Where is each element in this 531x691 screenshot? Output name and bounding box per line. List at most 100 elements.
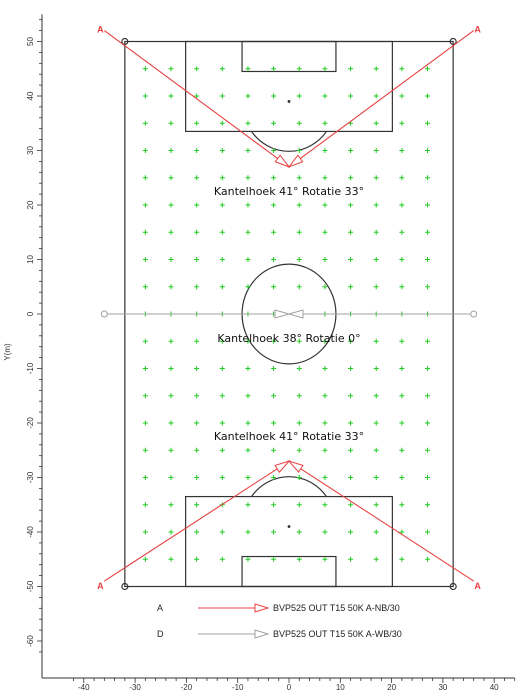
- grid-point: [168, 284, 174, 290]
- x-tick-label: -10: [232, 683, 244, 691]
- grid-point: [399, 202, 405, 208]
- grid-point: [219, 529, 225, 535]
- grid-point: [168, 420, 174, 426]
- grid-point: [373, 66, 379, 72]
- grid-point: [271, 338, 277, 344]
- grid-point: [322, 393, 328, 399]
- grid-point: [142, 229, 148, 235]
- x-tick-label: 10: [336, 683, 345, 691]
- grid-point: [322, 338, 328, 344]
- grid-point: [373, 420, 379, 426]
- penalty-arc-bottom: [250, 476, 328, 497]
- grid-point: [296, 366, 302, 371]
- grid-point: [194, 447, 200, 453]
- grid-point: [194, 93, 200, 99]
- grid-point: [399, 393, 405, 399]
- annotation-top: Kantelhoek 41° Rotatie 33°: [214, 185, 364, 198]
- grid-point: [271, 175, 277, 181]
- grid-point: [219, 420, 225, 426]
- penalty-box-top: [185, 40, 393, 133]
- annotation-bottom: Kantelhoek 41° Rotatie 33°: [214, 430, 364, 443]
- grid-point: [245, 148, 251, 153]
- grid-point: [348, 202, 354, 208]
- annotation-center: Kantelhoek 38° Rotatie 0°: [217, 332, 360, 345]
- grid-point: [168, 229, 174, 235]
- aiming-line: [104, 460, 290, 582]
- grid-point: [271, 284, 277, 290]
- grid-point: [425, 257, 431, 262]
- grid-point: [296, 66, 302, 72]
- grid-point: [168, 175, 174, 181]
- grid-point: [373, 502, 379, 508]
- grid-point: [168, 502, 174, 508]
- grid-point: [425, 229, 431, 235]
- grid-point: [348, 66, 354, 72]
- grid-point: [142, 393, 148, 399]
- grid-point: [322, 120, 328, 126]
- grid-point: [168, 447, 174, 453]
- grid-point: [296, 338, 302, 344]
- grid-point: [245, 475, 251, 480]
- grid-point: [168, 366, 174, 371]
- penalty-arc-top: [250, 131, 328, 152]
- grid-point: [142, 366, 148, 371]
- grid-point: [245, 175, 251, 181]
- x-tick-label: 40: [490, 683, 499, 691]
- grid-point: [373, 120, 379, 126]
- grid-point: [219, 93, 225, 99]
- luminaire-label: A: [97, 25, 104, 35]
- grid-point: [399, 420, 405, 426]
- grid-point: [296, 229, 302, 235]
- grid-point: [271, 93, 277, 99]
- grid-point: [399, 148, 405, 153]
- goal-area-bottom: [241, 555, 337, 588]
- grid-point: [322, 529, 328, 535]
- grid-point: [399, 284, 405, 290]
- grid-point: [425, 120, 431, 126]
- grid-point: [296, 175, 302, 181]
- grid-point: [348, 93, 354, 99]
- grid-point: [245, 529, 251, 535]
- legend-text-d: BVP525 OUT T15 50K A-WB/30: [273, 629, 402, 639]
- grid-point: [425, 175, 431, 181]
- grid-point: [348, 420, 354, 426]
- legend-symbol-d-head: [254, 629, 270, 639]
- grid-point: [425, 529, 431, 535]
- grid-point: [425, 366, 431, 371]
- axes: 50 40 30 20 10 0 -10 -20 -30 -40 -50 -60 -40 -30 -20 -1…: [26, 14, 516, 691]
- grid-point: [399, 93, 405, 99]
- grid-point: [296, 502, 302, 508]
- y-tick-label: -40: [26, 526, 35, 538]
- grid-point: [348, 338, 354, 344]
- grid-point: [348, 148, 354, 153]
- grid-point: [194, 338, 200, 344]
- grid-point: [373, 447, 379, 453]
- legend-text-a: BVP525 OUT T15 50K A-NB/30: [273, 603, 400, 613]
- y-tick-label: -10: [26, 362, 35, 374]
- grid-point: [271, 447, 277, 453]
- aim-arrowhead: [287, 309, 304, 319]
- luminaire-label: A: [474, 581, 481, 591]
- grid-point: [142, 556, 148, 562]
- x-tick-label: -20: [181, 683, 193, 691]
- grid-point: [245, 447, 251, 453]
- grid-point: [219, 447, 225, 453]
- grid-point: [194, 257, 200, 262]
- grid-point: [219, 366, 225, 371]
- grid-point: [296, 148, 302, 153]
- grid-point: [296, 475, 302, 480]
- grid-point: [425, 284, 431, 290]
- goal-area-top: [241, 40, 337, 73]
- grid-point: [271, 257, 277, 262]
- aim-arrowhead: [274, 309, 291, 319]
- penalty-spot-top: [287, 100, 291, 103]
- luminaire-marker: [100, 310, 108, 318]
- grid-point: [373, 229, 379, 235]
- grid-point: [194, 502, 200, 508]
- grid-point: [245, 284, 251, 290]
- grid-point: [348, 257, 354, 262]
- grid-point: [219, 175, 225, 181]
- penalty-box-bottom: [185, 495, 393, 588]
- corner-arc-2: [121, 582, 129, 591]
- grid-point: [271, 529, 277, 535]
